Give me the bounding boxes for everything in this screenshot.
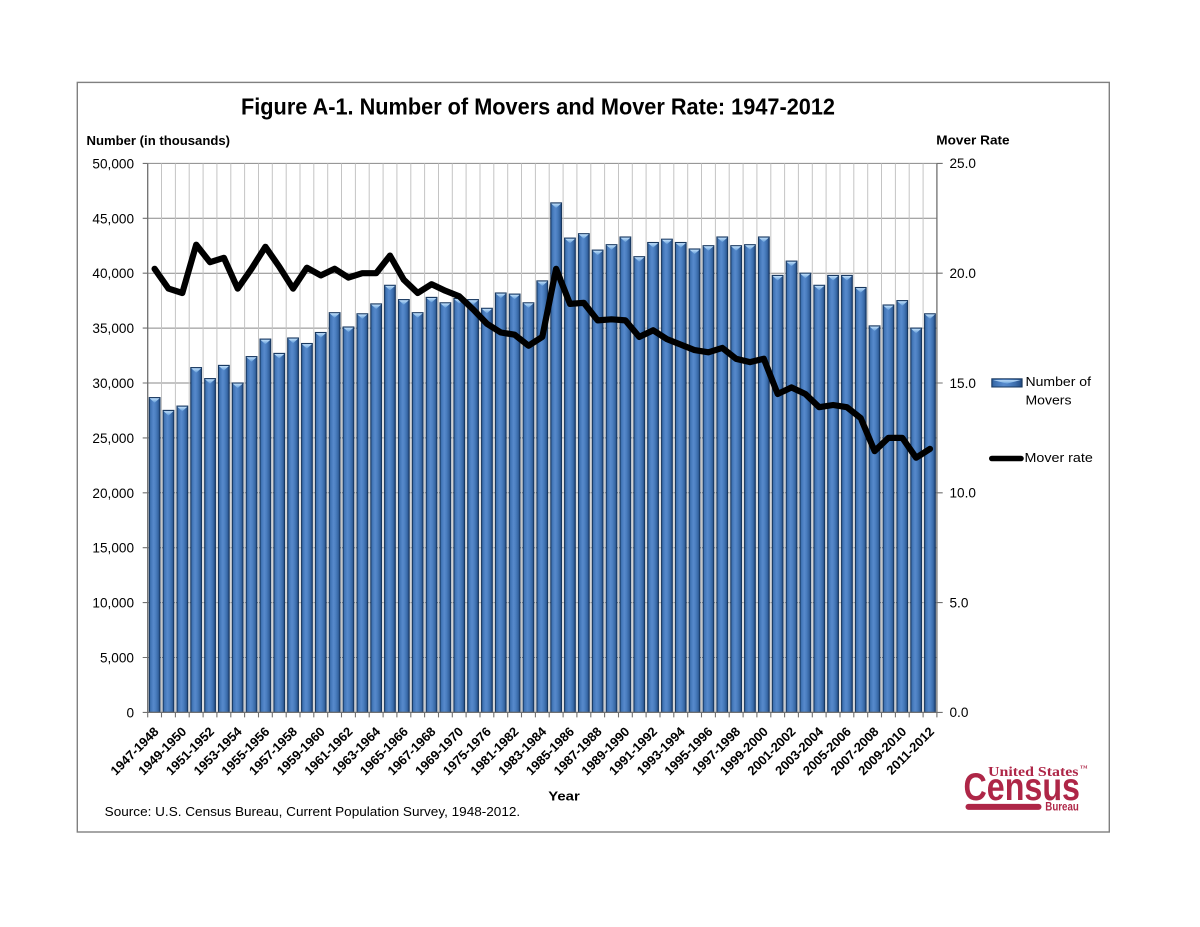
svg-text:TM: TM <box>1080 765 1088 770</box>
svg-text:Number of: Number of <box>1026 374 1092 389</box>
svg-text:Source: U.S. Census Bureau, Cu: Source: U.S. Census Bureau, Current Popu… <box>105 805 521 819</box>
svg-text:Movers: Movers <box>1026 393 1073 408</box>
svg-text:15,000: 15,000 <box>92 541 134 556</box>
svg-text:20.0: 20.0 <box>950 266 977 281</box>
svg-text:45,000: 45,000 <box>92 211 134 226</box>
svg-text:10,000: 10,000 <box>92 596 134 611</box>
svg-text:Number (in thousands): Number (in thousands) <box>87 134 231 148</box>
svg-text:Year: Year <box>548 789 580 804</box>
svg-text:15.0: 15.0 <box>950 376 977 391</box>
svg-text:20,000: 20,000 <box>92 486 134 501</box>
svg-text:United States: United States <box>988 765 1079 780</box>
svg-text:35,000: 35,000 <box>92 321 134 336</box>
svg-text:30,000: 30,000 <box>92 376 134 391</box>
svg-text:0.0: 0.0 <box>950 705 969 720</box>
svg-text:0: 0 <box>126 705 134 720</box>
svg-text:25,000: 25,000 <box>92 431 134 446</box>
svg-text:Mover Rate: Mover Rate <box>936 132 1009 147</box>
svg-text:25.0: 25.0 <box>950 156 977 171</box>
svg-text:5.0: 5.0 <box>950 595 969 610</box>
svg-text:5,000: 5,000 <box>100 651 134 666</box>
svg-text:40,000: 40,000 <box>92 266 134 281</box>
svg-text:Census: Census <box>964 766 1081 809</box>
svg-text:10.0: 10.0 <box>950 486 977 501</box>
svg-text:50,000: 50,000 <box>92 156 134 171</box>
svg-text:Bureau: Bureau <box>1045 802 1079 814</box>
svg-text:Figure A-1. Number of Movers a: Figure A-1. Number of Movers and Mover R… <box>241 94 835 120</box>
svg-text:Mover rate: Mover rate <box>1025 450 1093 465</box>
